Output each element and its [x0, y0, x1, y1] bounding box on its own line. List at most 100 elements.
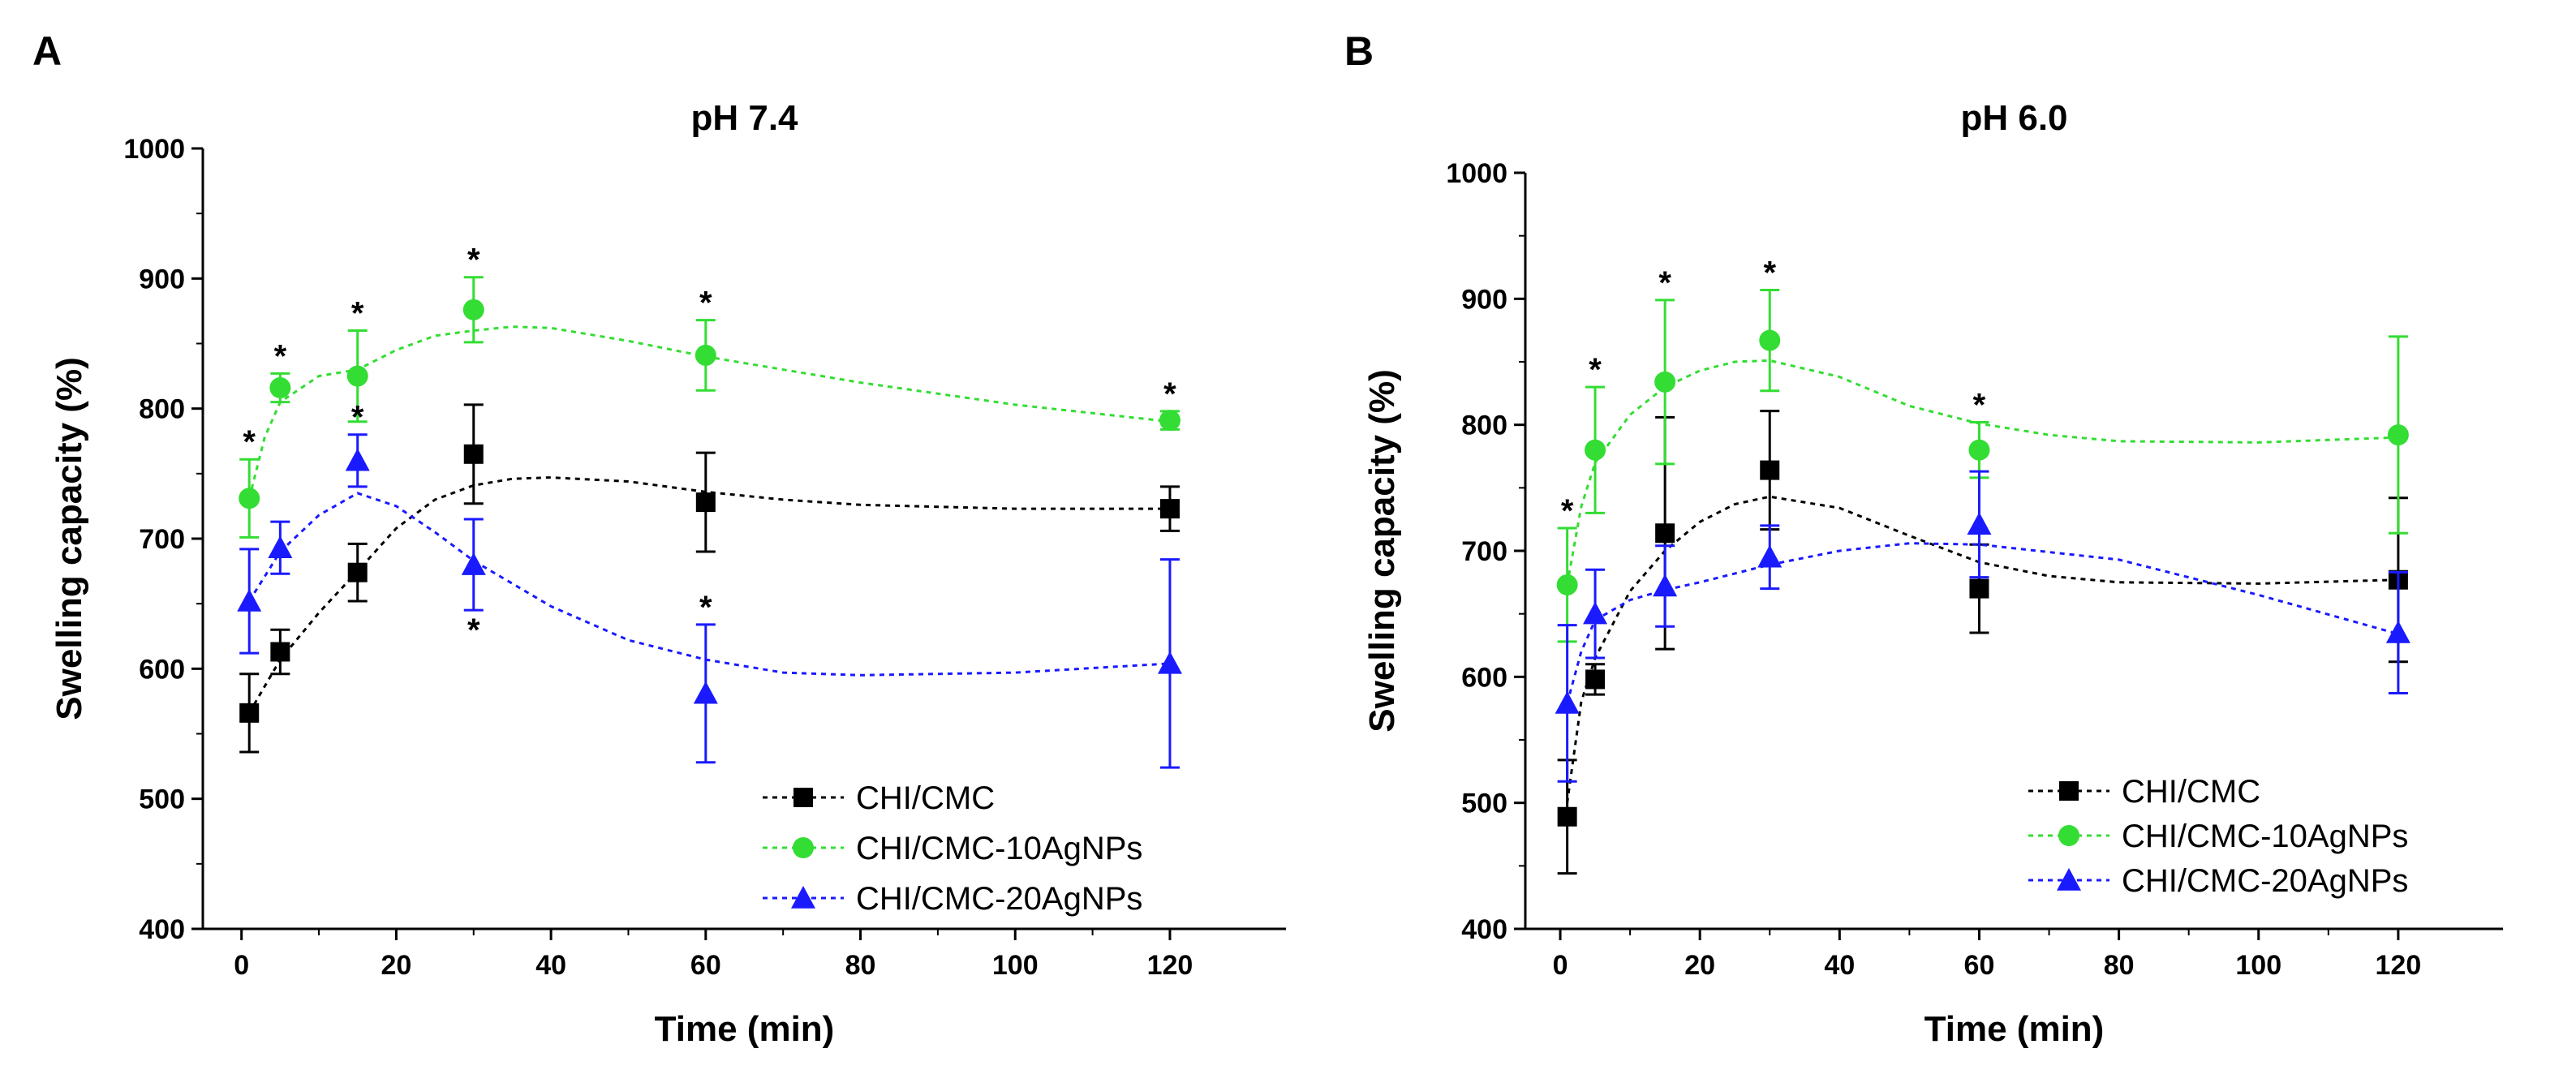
data-point: [1757, 544, 1783, 568]
y-tick-label: 900: [139, 264, 185, 294]
legend-marker: [793, 788, 813, 807]
significance-star: *: [351, 400, 364, 436]
data-point: [1585, 669, 1606, 690]
y-tick-label: 500: [139, 784, 185, 815]
data-point: [463, 444, 484, 464]
significance-star: *: [699, 286, 712, 321]
data-point: [237, 588, 262, 612]
data-point: [346, 365, 368, 387]
series-fit-line: [247, 325, 1171, 499]
x-axis-label: Time (min): [655, 1009, 835, 1049]
significance-star: *: [467, 243, 480, 278]
data-point: [1583, 601, 1608, 625]
series-fit-line: [1566, 359, 2398, 586]
y-tick-label: 1000: [123, 134, 185, 165]
chart-panel-a: ApH 7.4 400 500 600 700 800 900 1000 0 20 40 60 80 10…: [32, 28, 1286, 1049]
data-point: [1968, 439, 1990, 461]
legend-marker: [2057, 868, 2081, 891]
series-2: * * * CHI/CMC-20AgNPs: [237, 400, 1182, 917]
data-point: [695, 492, 716, 513]
legend-label: CHI/CMC: [856, 780, 995, 816]
x-tick-label: 120: [2376, 950, 2422, 981]
data-point: [1654, 371, 1676, 393]
legend-label: CHI/CMC-20AgNPs: [856, 881, 1142, 917]
x-tick-label: 120: [1147, 950, 1193, 981]
significance-star: *: [274, 338, 287, 374]
y-tick-label: 400: [1461, 914, 1507, 945]
significance-star: *: [1658, 265, 1671, 301]
significance-star: *: [1163, 376, 1176, 412]
x-tick-label: 100: [992, 950, 1039, 981]
data-point: [239, 488, 260, 509]
x-tick-label: 60: [1964, 950, 1995, 981]
legend-marker: [2059, 781, 2079, 801]
series-fit-line: [247, 492, 1171, 677]
y-tick-label: 800: [1461, 410, 1507, 441]
data-point: [2387, 424, 2409, 446]
y-axis-label: Swelling capacity (%): [1362, 369, 1402, 732]
x-tick-label: 40: [1824, 950, 1855, 981]
data-point: [1967, 512, 1992, 535]
chart-title: pH 7.4: [690, 98, 798, 138]
y-tick-label: 1000: [1446, 158, 1507, 189]
chart-panel-b: BpH 6.0 400 500 600 700 800 900 1000 0 20 40 60 80 10…: [1344, 28, 2503, 1049]
data-point: [239, 703, 260, 723]
significance-star: *: [1561, 493, 1574, 529]
data-point: [269, 377, 291, 399]
y-tick-label: 600: [1461, 662, 1507, 693]
data-point: [1759, 329, 1781, 351]
y-tick-label: 700: [139, 524, 185, 555]
series-1: * * * * * CHI/CMC-10AgNPs: [1556, 255, 2409, 854]
data-point: [462, 299, 484, 320]
panel-letter: A: [32, 28, 62, 74]
legend-label: CHI/CMC-20AgNPs: [2122, 863, 2408, 899]
x-tick-label: 40: [535, 950, 566, 981]
data-point: [461, 552, 486, 575]
significance-star: *: [1763, 255, 1776, 290]
panel-letter: B: [1344, 28, 1374, 74]
data-point: [1555, 690, 1580, 714]
significance-star: *: [467, 612, 480, 648]
x-axis-label: Time (min): [1924, 1009, 2105, 1049]
legend-marker: [2058, 825, 2079, 846]
x-tick-label: 80: [2104, 950, 2135, 981]
data-point: [347, 562, 368, 582]
data-point: [695, 344, 716, 366]
y-tick-label: 900: [1461, 284, 1507, 315]
data-point: [345, 448, 370, 471]
data-point: [693, 681, 718, 704]
x-tick-label: 60: [690, 950, 721, 981]
x-tick-label: 20: [381, 950, 411, 981]
legend-label: CHI/CMC-10AgNPs: [2122, 819, 2408, 854]
y-tick-label: 700: [1461, 536, 1507, 567]
data-point: [1760, 460, 1780, 480]
significance-star: *: [699, 590, 712, 625]
significance-star: *: [1973, 388, 1986, 423]
legend-label: CHI/CMC: [2122, 774, 2260, 810]
series-0: CHI/CMC: [239, 403, 1180, 816]
y-tick-label: 400: [139, 914, 185, 945]
series-2: CHI/CMC-20AgNPs: [1555, 470, 2410, 899]
data-point: [1655, 523, 1675, 544]
significance-star: *: [1589, 352, 1602, 388]
data-point: [1585, 439, 1606, 461]
series-1: * * * * * * CHI/CMC-10AgNPs: [239, 243, 1180, 866]
data-point: [268, 535, 293, 558]
legend-label: CHI/CMC-10AgNPs: [856, 831, 1142, 866]
y-tick-label: 800: [139, 394, 185, 425]
significance-star: *: [351, 295, 364, 331]
x-tick-label: 20: [1684, 950, 1715, 981]
x-tick-label: 100: [2235, 950, 2281, 981]
data-point: [2385, 620, 2410, 643]
data-point: [1969, 578, 1989, 599]
y-tick-label: 500: [1461, 789, 1507, 819]
data-point: [1159, 410, 1180, 432]
data-point: [270, 642, 290, 662]
data-point: [1653, 574, 1678, 597]
y-axis-label: Swelling capacity (%): [49, 357, 89, 720]
chart-title: pH 6.0: [1960, 98, 2067, 138]
legend-marker: [793, 837, 814, 858]
data-point: [1157, 651, 1182, 674]
data-point: [1556, 574, 1578, 595]
